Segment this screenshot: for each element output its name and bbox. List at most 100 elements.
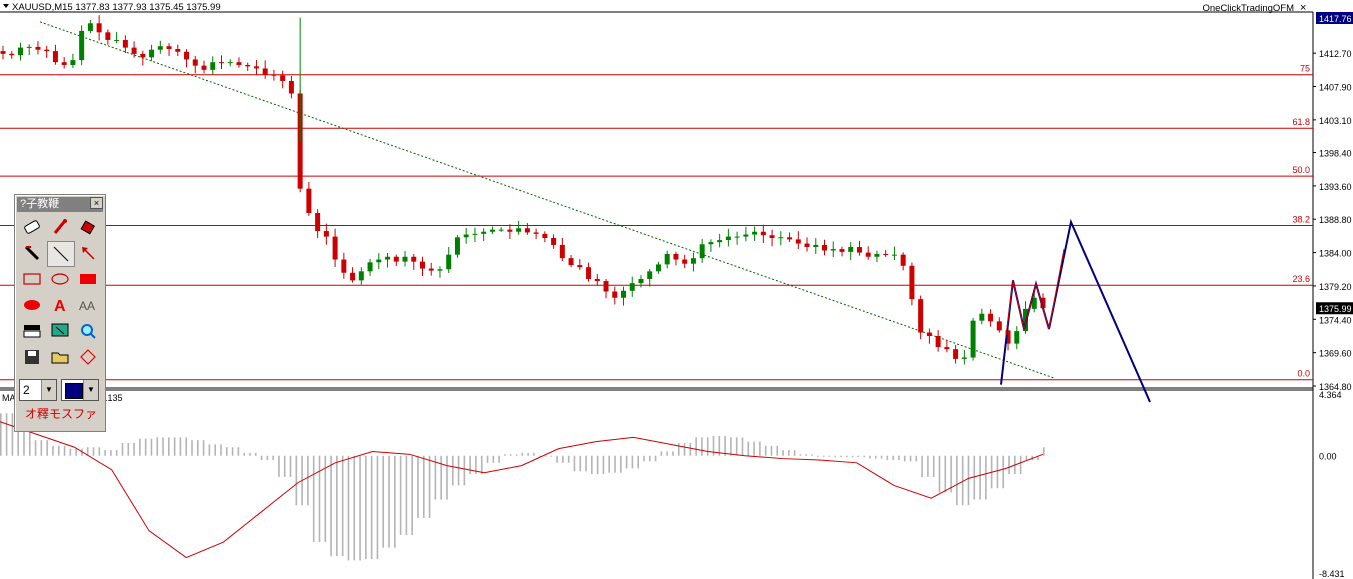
candle-body: [682, 259, 688, 264]
color-select[interactable]: ▼: [61, 379, 99, 401]
macd-histogram-bar: [811, 454, 813, 456]
macd-histogram-bar: [770, 445, 773, 456]
macd-histogram-bar: [672, 451, 674, 456]
top-price-marker: [1316, 12, 1353, 24]
marker-icon[interactable]: [47, 215, 73, 239]
pattern-overlay-line[interactable]: [1005, 249, 1065, 337]
macd-histogram-bar: [915, 455, 918, 462]
macd-histogram-bar: [110, 450, 112, 456]
text-aa-icon[interactable]: AA: [75, 293, 101, 317]
macd-histogram-bar: [892, 455, 894, 460]
macd-signal-line: [0, 421, 1044, 559]
fib-level-label: 38.2: [1292, 214, 1310, 224]
macd-histogram-bar: [312, 455, 315, 543]
eraser-icon[interactable]: [19, 215, 45, 239]
candle-body: [341, 259, 347, 273]
svg-text:AA: AA: [79, 299, 95, 313]
price-axis-label: 1407.90: [1319, 83, 1352, 93]
macd-histogram-bar: [382, 455, 385, 548]
candle-body: [1040, 297, 1046, 309]
save-icon[interactable]: [19, 345, 45, 369]
screen-icon[interactable]: [19, 319, 45, 343]
arrow-icon[interactable]: [75, 241, 101, 265]
candle-body: [26, 46, 32, 48]
macd-histogram-bar: [909, 455, 912, 462]
macd-histogram-bar: [880, 455, 883, 459]
macd-histogram-bar: [544, 455, 547, 457]
candle-body: [524, 228, 530, 233]
macd-histogram-bar: [573, 455, 576, 472]
line-width-value: 2: [23, 383, 30, 397]
macd-histogram-bar: [133, 443, 135, 456]
macd-histogram-bar: [874, 455, 877, 459]
toolbox-close-button[interactable]: ×: [90, 197, 103, 209]
macd-histogram-bar: [376, 455, 379, 560]
line-icon[interactable]: [47, 241, 75, 267]
candle-body: [979, 313, 985, 321]
indicator-axis-label: 0.00: [1319, 452, 1337, 462]
macd-histogram-bar: [857, 455, 860, 458]
filled-ellipse-icon[interactable]: [19, 293, 45, 317]
macd-histogram-bar: [938, 455, 941, 493]
candle-body: [367, 262, 373, 272]
candle-body: [35, 46, 41, 50]
toolbox-titlebar[interactable]: ?子教鞭: [17, 197, 103, 212]
trend-line[interactable]: [39, 21, 1056, 379]
candle-body: [883, 253, 889, 255]
macd-histogram-bar: [40, 440, 43, 456]
macd-histogram-bar: [98, 447, 101, 456]
macd-histogram-bar: [191, 440, 193, 456]
candle-body: [690, 258, 696, 264]
macd-histogram-bar: [793, 450, 796, 456]
paint-bucket-icon[interactable]: [75, 215, 101, 239]
macd-histogram-bar: [620, 455, 622, 473]
ellipse-icon[interactable]: [47, 267, 73, 291]
candle-body: [752, 231, 758, 235]
price-axis-label: 1384.00: [1319, 249, 1352, 259]
open-folder-icon[interactable]: [47, 345, 73, 369]
pencil-icon[interactable]: [19, 241, 45, 265]
macd-histogram-bar: [840, 455, 842, 458]
dropdown-triangle-icon[interactable]: [3, 4, 9, 8]
macd-histogram-bar: [822, 455, 825, 457]
macd-histogram-bar: [1008, 455, 1010, 475]
candle-body: [804, 243, 810, 248]
macd-histogram-bar: [625, 455, 628, 469]
drawing-toolbox[interactable]: ?子教鞭 × A AA 2 ▼ ▼ オ釋モスファ: [14, 194, 106, 432]
macd-histogram-bar: [214, 444, 216, 456]
macd-histogram-bar: [162, 437, 164, 456]
diamond-icon[interactable]: [75, 345, 101, 369]
macd-histogram-bar: [394, 455, 396, 548]
macd-histogram-bar: [63, 445, 66, 456]
filled-rectangle-icon[interactable]: [75, 267, 101, 291]
candle-body: [516, 228, 522, 232]
toolbox-title: ?子教鞭: [20, 198, 60, 210]
candle-body: [638, 278, 644, 284]
color-swatch: [65, 383, 83, 399]
line-width-select[interactable]: 2 ▼: [19, 379, 57, 401]
price-axis-label: 1393.60: [1319, 182, 1352, 192]
macd-histogram-bar: [973, 455, 976, 500]
close-chart-icon[interactable]: ×: [1300, 2, 1306, 14]
screenshot-icon[interactable]: [47, 319, 73, 343]
candle-body: [79, 30, 85, 61]
candle-body: [708, 242, 714, 245]
macd-histogram-bar: [567, 455, 570, 463]
macd-histogram-bar: [764, 445, 767, 456]
chevron-down-icon[interactable]: ▼: [41, 380, 56, 400]
rectangle-icon[interactable]: [19, 267, 45, 291]
candle-body: [393, 256, 399, 262]
candle-body: [664, 253, 670, 265]
macd-histogram-bar: [365, 455, 367, 560]
chevron-down-icon[interactable]: ▼: [83, 380, 98, 400]
candle-body: [769, 235, 775, 238]
zoom-icon[interactable]: [75, 319, 101, 343]
text-a-icon[interactable]: A: [47, 293, 73, 317]
macd-histogram-bar: [730, 437, 732, 456]
macd-histogram-bar: [34, 440, 37, 456]
fib-level-label: 61.8: [1292, 117, 1310, 127]
macd-histogram-bar: [944, 455, 947, 493]
macd-histogram-bar: [69, 448, 72, 456]
candle-body: [918, 299, 924, 333]
